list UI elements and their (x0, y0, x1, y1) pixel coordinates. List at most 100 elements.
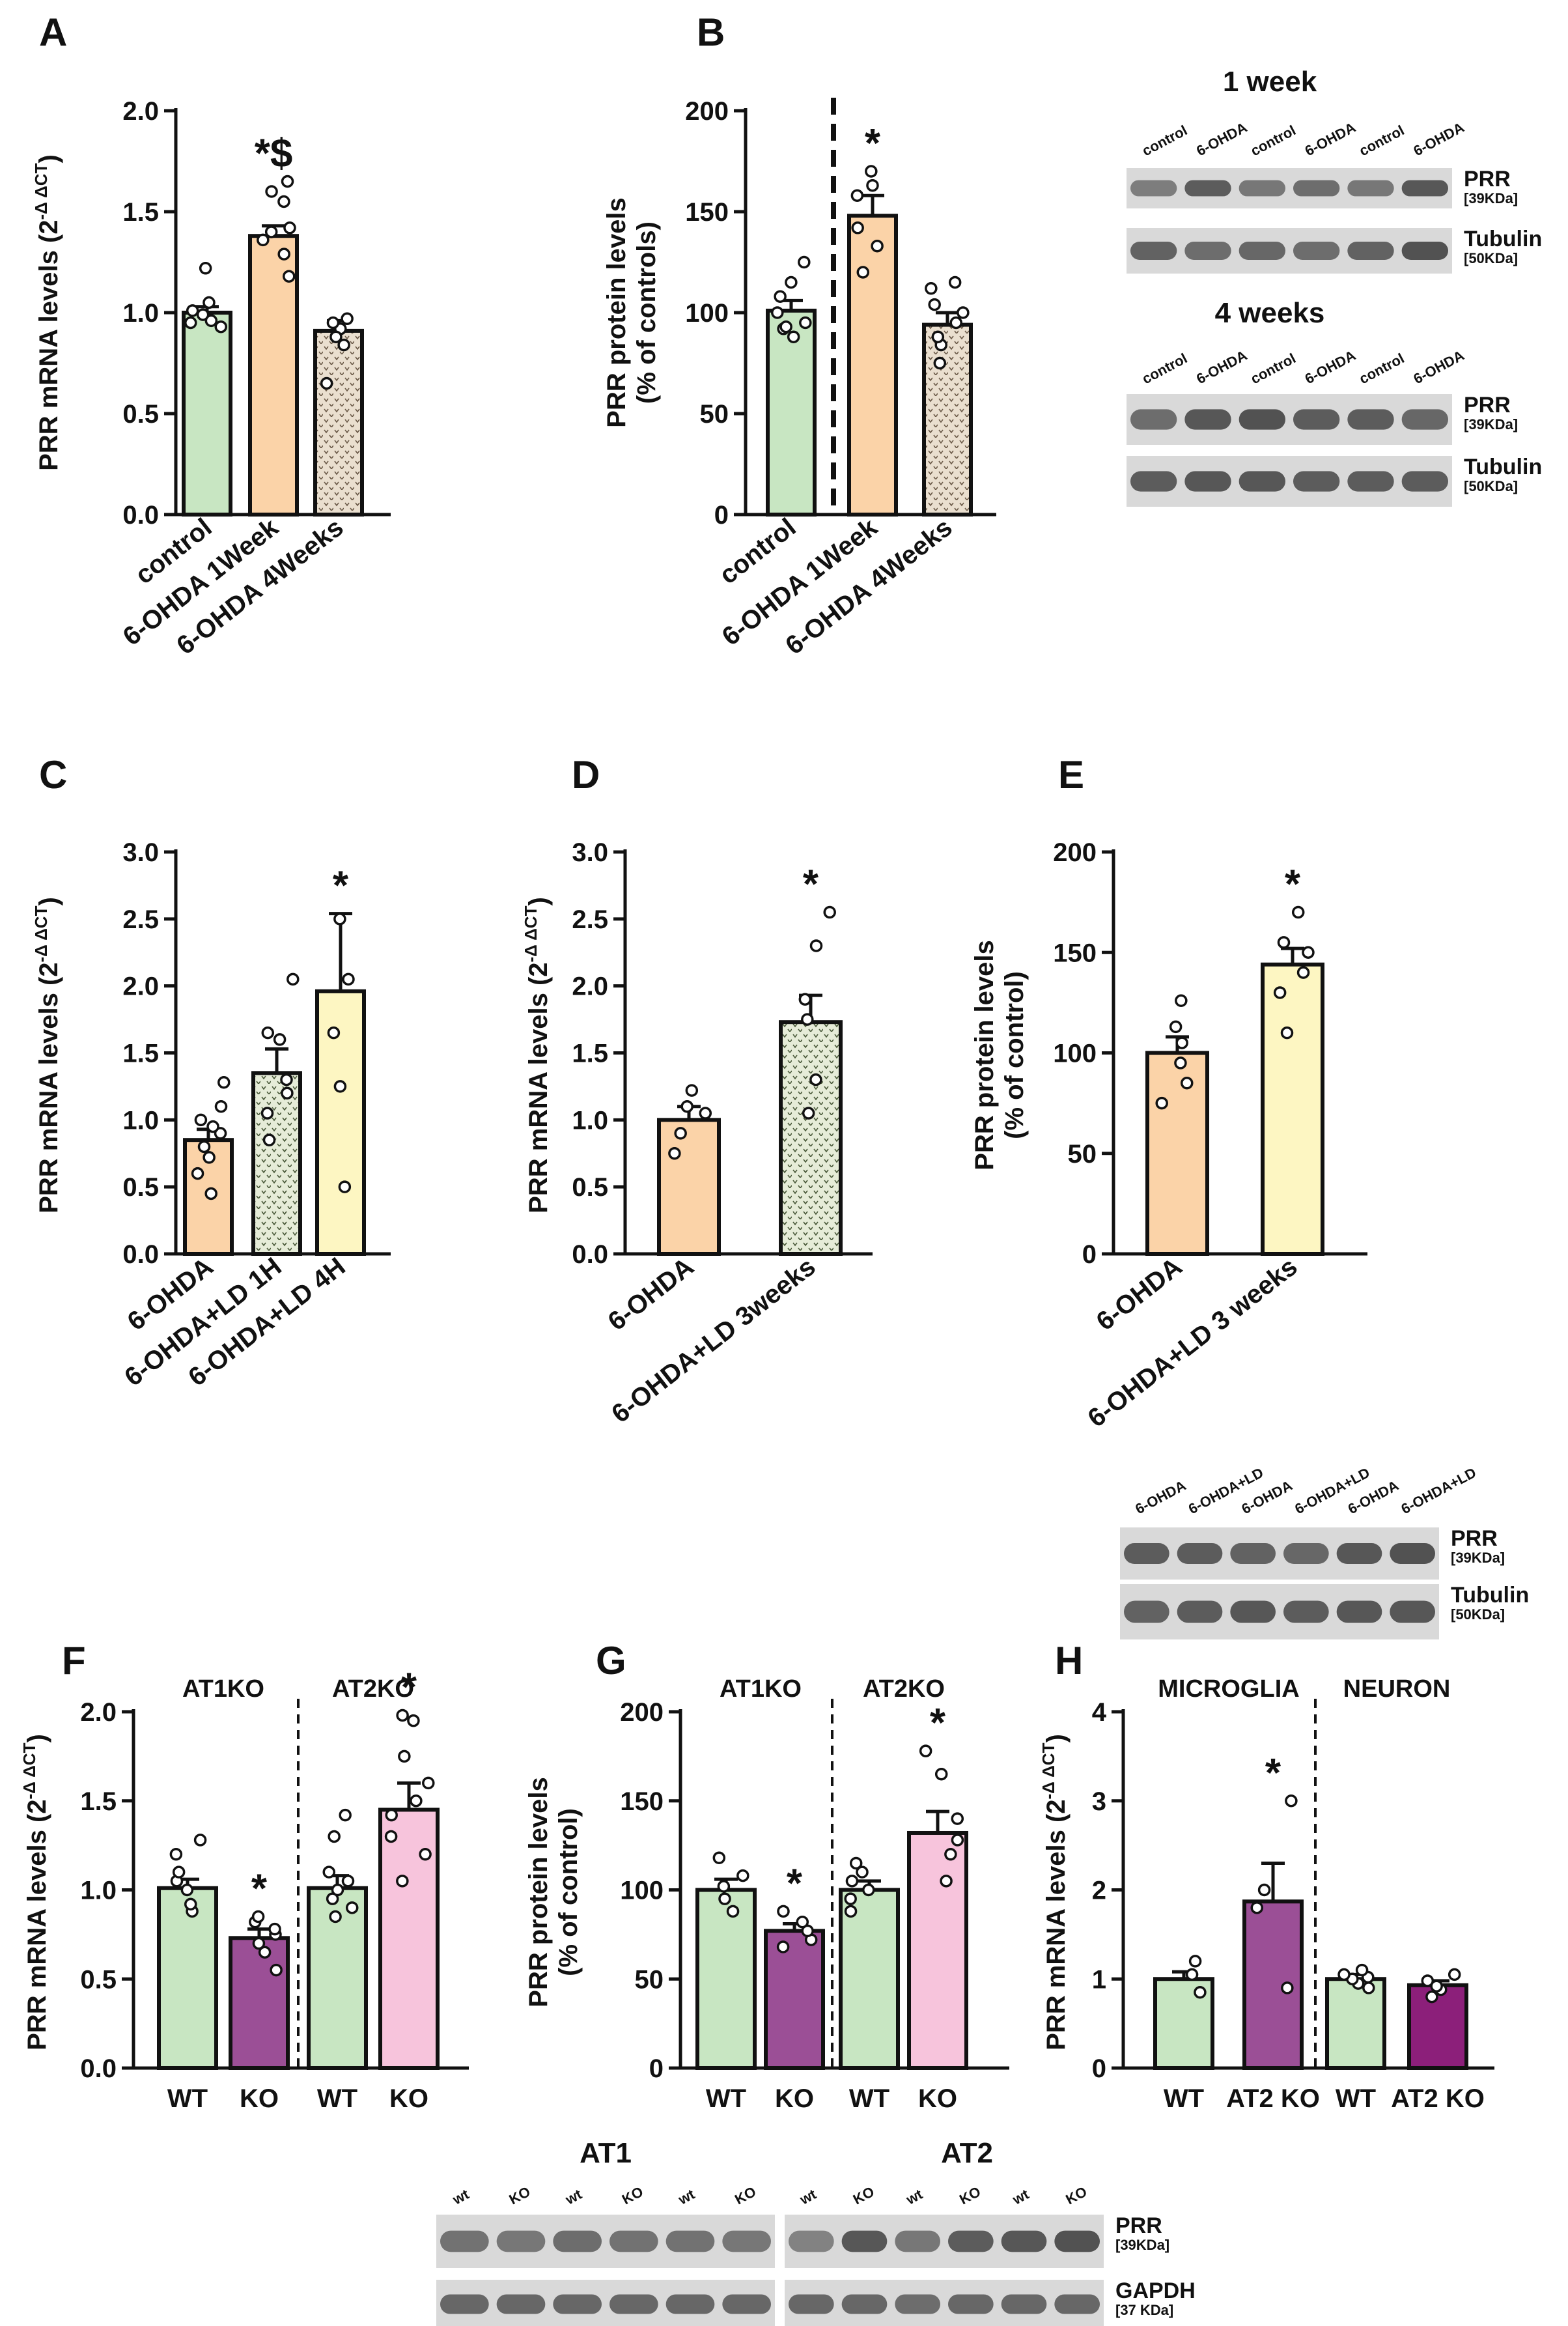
chart-panel-D: D PRR mRNA levels (2-Δ ΔCT) 0.0 0.5 1.0 1.5 2.… (521, 753, 873, 1428)
lane-label: control (1356, 122, 1407, 159)
kda-label: [39KDa] (1464, 190, 1518, 206)
kda-label: [37 KDa] (1115, 2302, 1173, 2318)
data-point (1188, 1955, 1202, 1968)
y-tick-label: 1.5 (80, 1787, 117, 1816)
y-axis-label-line1: PRR protein levels (602, 197, 631, 427)
blot-band (948, 2230, 994, 2252)
y-axis-label-end: ) (1042, 1734, 1071, 1742)
chart-panel-A: A PRR mRNA levels (2-Δ ΔCT) 0.0 0.5 1.0 1.5 2.… (31, 10, 391, 660)
bar (764, 1929, 825, 2071)
y-axis-label: PRR mRNA levels (2-Δ ΔCT) (1039, 1734, 1071, 2050)
blot-band (1239, 471, 1285, 492)
data-point (191, 1167, 204, 1180)
data-point (717, 1880, 731, 1893)
data-point (712, 1851, 726, 1865)
blot-band (1124, 1543, 1169, 1564)
category-label: 6-OHDA (1091, 1252, 1188, 1336)
group-label: AT1KO (182, 1675, 264, 1703)
group-label: MICROGLIA (1158, 1675, 1299, 1703)
y-tick-label: 200 (620, 1698, 664, 1727)
data-point (184, 1897, 197, 1911)
data-point (385, 1808, 398, 1822)
blot-strip (1127, 394, 1452, 445)
data-point (341, 312, 354, 326)
data-point (186, 304, 199, 317)
blot-bE: 6-OHDA6-OHDA+LD6-OHDA6-OHDA+LD6-OHDA6-OH… (1120, 1464, 1529, 1639)
blot-band (1130, 180, 1177, 197)
bar (922, 322, 973, 517)
protein-label: Tubulin (1451, 1583, 1529, 1608)
protein-label: PRR (1115, 2213, 1162, 2238)
bar (1242, 1899, 1304, 2071)
y-axis-label-main: PRR mRNA levels (2 (524, 962, 553, 1213)
y-tick-label: 50 (1068, 1140, 1097, 1169)
y-tick-label: 0.0 (122, 501, 159, 530)
data-point (169, 1848, 183, 1861)
data-point (871, 239, 884, 253)
data-point (1291, 905, 1305, 919)
blot-band (1130, 409, 1177, 430)
blot-strip (436, 2215, 775, 2268)
data-point (257, 233, 270, 247)
lane-label: KO (1063, 2183, 1090, 2208)
lane-label: control (1248, 122, 1298, 159)
data-point (726, 1905, 740, 1918)
data-point (699, 1107, 712, 1120)
data-point (951, 1834, 964, 1847)
blot-band (1293, 409, 1340, 430)
data-point (925, 282, 938, 295)
data-point (252, 1936, 266, 1950)
y-tick-label: 100 (685, 299, 729, 328)
blot-band (1401, 409, 1448, 430)
data-point (1362, 1981, 1375, 1994)
blot-strip (1127, 228, 1452, 274)
y-axis-label-line2: (% of control) (1000, 971, 1029, 1139)
lane-label: KO (850, 2183, 877, 2208)
lane-label: control (1248, 350, 1298, 387)
bar (657, 1118, 721, 1256)
data-point (957, 306, 970, 319)
data-point (850, 189, 864, 202)
panel-letter: C (39, 753, 67, 797)
bar (839, 1888, 900, 2070)
data-point (940, 1875, 953, 1888)
group-label: AT2KO (863, 1675, 945, 1703)
data-point (197, 1140, 211, 1154)
lane-label: control (1140, 122, 1190, 159)
protein-label: PRR (1464, 393, 1511, 418)
data-point (787, 330, 800, 343)
blot-band (1390, 1543, 1435, 1564)
data-point (1174, 1057, 1187, 1070)
kda-label: [50KDa] (1464, 478, 1518, 494)
significance-mark: * (803, 862, 819, 907)
y-tick-label: 3.0 (572, 838, 608, 867)
y-tick-label: 4 (1092, 1698, 1107, 1727)
data-point (776, 1940, 790, 1953)
bar (157, 1886, 218, 2070)
blot-strip (1127, 456, 1452, 507)
lane-label: 6-OHDA (1194, 347, 1250, 388)
y-axis-label-superscript: -Δ ΔCT (31, 905, 51, 962)
data-point (809, 1073, 822, 1086)
y-axis-label-main: PRR mRNA levels (2 (35, 220, 63, 470)
blot-band (440, 2294, 489, 2314)
data-point (194, 1113, 208, 1127)
blot-band (1336, 1600, 1382, 1623)
kda-label: [50KDa] (1451, 1606, 1505, 1623)
data-point (823, 905, 836, 919)
lane-label: wt (675, 2186, 698, 2208)
category-label: WT (1336, 2084, 1376, 2113)
blot-strip (785, 2280, 1104, 2326)
blot-band (1347, 409, 1394, 430)
y-tick-label: 1.5 (122, 198, 159, 227)
data-point (396, 1875, 409, 1888)
y-tick-label: 3 (1092, 1787, 1106, 1816)
chart-panel-B: B PRR protein levels(% of controls) 0 50 100… (602, 10, 996, 660)
data-point (948, 276, 962, 289)
data-point (341, 1875, 355, 1888)
blot-band (1230, 1600, 1276, 1623)
data-point (1185, 1968, 1199, 1981)
data-point (736, 1869, 749, 1882)
